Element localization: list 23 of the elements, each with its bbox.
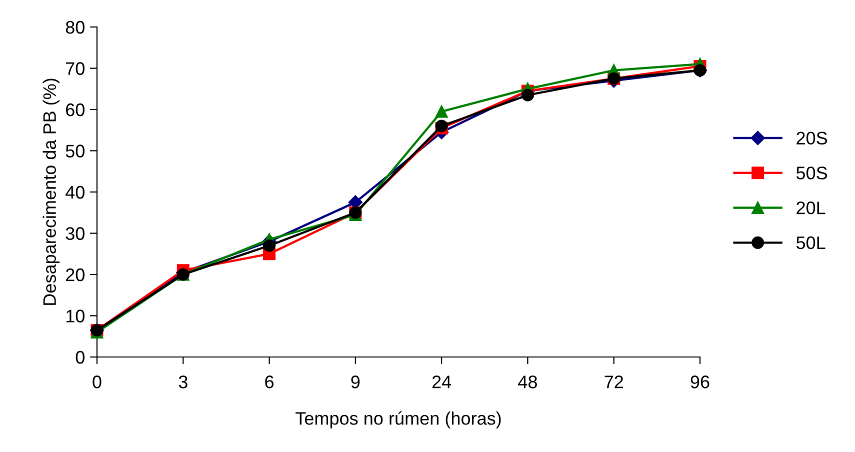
x-tick-label: 24: [432, 376, 452, 388]
y-tick-label: 10: [66, 310, 84, 322]
x-tick-label: 9: [351, 376, 360, 388]
y-tick-label: 0: [76, 350, 84, 364]
y-tick-label: 20: [66, 268, 84, 282]
y-tick-label: 80: [66, 20, 84, 34]
x-tick-label: 6: [265, 376, 274, 388]
y-tick-label: 40: [66, 186, 84, 199]
y-tick-label: 60: [66, 103, 84, 116]
legend-label: 50S: [796, 166, 828, 180]
y-tick-label: 30: [66, 227, 84, 240]
x-tick-label: 48: [518, 376, 537, 388]
x-tick-label: 72: [604, 376, 623, 388]
legend-label: 20L: [796, 202, 826, 214]
y-tick-label: 50: [66, 144, 84, 158]
x-tick-label: 3: [178, 376, 188, 388]
y-axis-title: Desaparecimento da PB (%): [42, 78, 60, 305]
x-axis-title: Tempos no rúmen (horas): [296, 411, 501, 428]
y-tick-label: 70: [66, 62, 84, 75]
x-tick-label: 0: [92, 376, 102, 388]
x-tick-label: 96: [690, 376, 710, 388]
legend-label: 20S: [796, 132, 828, 145]
legend-label: 50L: [796, 236, 826, 250]
